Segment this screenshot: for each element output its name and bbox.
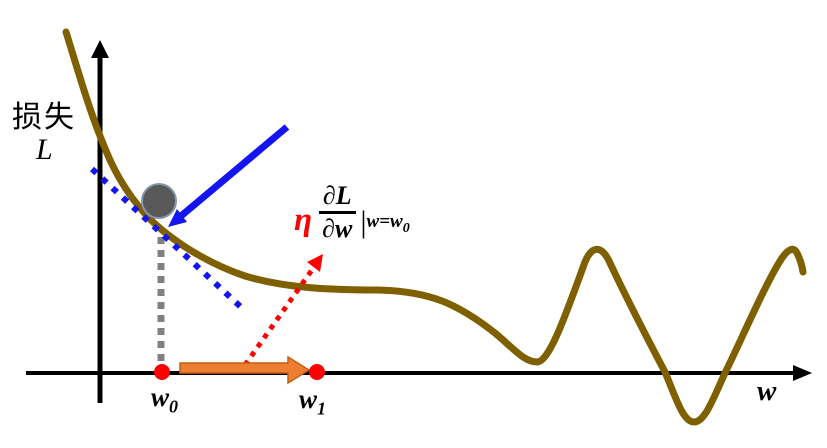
w0-point bbox=[154, 364, 170, 380]
w1-label: w1 bbox=[299, 384, 326, 417]
y-axis-arrowhead-icon bbox=[91, 40, 109, 58]
step-arrow bbox=[179, 355, 311, 385]
evaluated-at: | w=w0 bbox=[360, 203, 410, 239]
negative-gradient-arrow-shaft bbox=[178, 124, 290, 219]
loss-label: 损失 bbox=[12, 100, 76, 135]
y-axis bbox=[91, 40, 109, 403]
evaluated-at-condition-sub: 0 bbox=[402, 220, 410, 236]
loss-curve bbox=[62, 28, 807, 426]
gradient-fraction-numerator: ∂L bbox=[318, 182, 356, 214]
w0-label-sub: 0 bbox=[169, 396, 179, 417]
w1-label-sub: 1 bbox=[317, 398, 327, 419]
gradient-fraction-denominator: ∂w bbox=[322, 214, 353, 243]
w0-label-base: w bbox=[151, 382, 170, 412]
evaluated-at-condition: w=w0 bbox=[366, 210, 410, 236]
update-term-label: η ∂L ∂w | w=w0 bbox=[294, 182, 410, 243]
negative-gradient-arrow bbox=[168, 124, 290, 227]
eta-gradient-arrow-shaft bbox=[242, 265, 317, 367]
gradient-fraction: ∂L ∂w bbox=[318, 182, 356, 243]
eta-gradient-arrowhead-icon bbox=[307, 254, 323, 272]
x-axis bbox=[26, 365, 812, 381]
w-axis-label: w bbox=[757, 375, 777, 407]
negative-gradient-arrowhead-icon bbox=[168, 209, 187, 227]
w0-label: w0 bbox=[151, 382, 178, 415]
loss-symbol: L bbox=[36, 133, 53, 166]
eta-gradient-arrow bbox=[242, 254, 323, 367]
x-axis-arrowhead-icon bbox=[793, 365, 812, 381]
evaluated-at-condition-base: w=w bbox=[366, 210, 403, 232]
w1-point bbox=[309, 364, 325, 380]
tangent-line bbox=[89, 166, 246, 312]
evaluated-at-bar: | bbox=[360, 203, 367, 239]
ball bbox=[141, 183, 177, 219]
w1-label-base: w bbox=[299, 384, 318, 414]
eta-symbol: η bbox=[294, 202, 313, 238]
